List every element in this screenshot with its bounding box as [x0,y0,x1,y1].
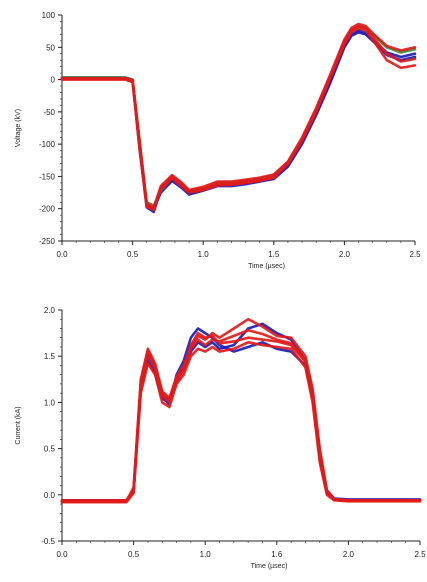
voltage-y-tick-label: 0 [51,76,56,85]
current-x-tick-label: 2.0 [343,550,355,559]
voltage-series-line-6 [60,25,417,212]
current-series-line-4 [60,340,422,504]
current-y-tick-label: 0.5 [44,445,56,454]
current-x-axis-title: Time (µsec) [251,563,288,570]
current-x-tick-label: 0.5 [128,550,140,559]
voltage-y-tick-label: 50 [46,43,55,52]
voltage-series-line-5 [60,22,417,209]
voltage-y-tick-label: 100 [42,11,56,20]
voltage-y-tick-label: -100 [39,140,56,149]
current-chart: 2.01.51.00.50.0-0.50.0 0.5 1.0 1.6 2.0 2.5Tim… [15,306,426,570]
voltage-series-line-3 [60,24,417,207]
current-x-tick-label: 0.0 [56,550,68,559]
voltage-x-tick-label: 2.5 [409,250,421,259]
voltage-x-axis-title: Time (µsec) [248,263,285,270]
voltage-x-tick-label: 1.0 [198,250,210,259]
voltage-y-tick-label: -150 [39,172,56,181]
voltage-y-tick-label: -200 [39,205,56,214]
current-y-tick-label: 0.0 [44,491,56,500]
voltage-x-tick-label: 0.0 [56,250,68,259]
current-series-line-5 [60,328,422,502]
voltage-y-axis-title: Voltage (kV) [15,109,22,147]
current-y-tick-label: -0.5 [41,537,55,546]
voltage-x-tick-label: 0.5 [127,250,139,259]
voltage-y-tick-label: -50 [43,108,55,117]
current-y-tick-label: 1.5 [44,352,56,361]
current-x-tick-label: 2.5 [414,550,426,559]
voltage-x-tick-label: 2.0 [339,250,351,259]
current-x-tick-label: 1.6 [271,550,283,559]
voltage-x-tick-label: 1.5 [268,250,280,259]
current-series-line-2 [60,327,422,502]
current-y-tick-label: 2.0 [44,306,56,315]
voltage-y-tick-label: -250 [39,237,56,246]
current-y-axis-title: Current (kA) [15,406,22,444]
current-y-tick-label: 1.0 [44,398,56,407]
current-x-tick-label: 1.0 [200,550,212,559]
current-series-line-6 [60,331,422,503]
